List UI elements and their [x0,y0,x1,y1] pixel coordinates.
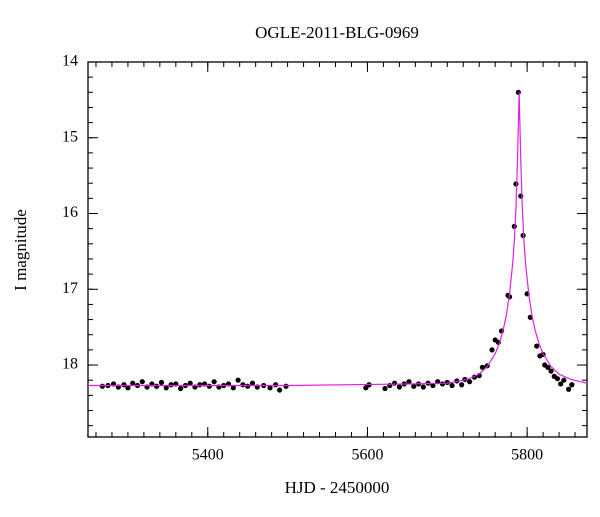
chart-title: OGLE-2011-BLG-0969 [255,23,419,42]
data-point [561,377,567,383]
model-curve [88,92,588,387]
y-tick-label: 18 [62,356,78,373]
data-point [406,379,412,385]
data-point [273,382,279,388]
y-tick-label: 17 [62,280,78,297]
data-point [382,385,388,392]
data-point [467,379,473,385]
data-point [515,89,521,95]
data-point [513,181,519,187]
data-point [489,347,495,353]
data-point [411,383,417,389]
data-point [545,364,551,370]
x-tick-label: 5600 [351,447,383,464]
data-point [277,387,283,393]
data-point [240,382,246,388]
x-axis-label: HJD - 2450000 [285,478,390,497]
y-tick-label: 16 [62,204,78,221]
x-tick-label: 5400 [192,447,224,464]
data-point [154,383,160,389]
data-point [249,380,256,386]
data-point [168,382,174,388]
data-point [396,384,402,390]
data-point [230,385,236,391]
data-point [548,368,554,374]
data-point [558,381,564,387]
data-point [420,384,426,390]
x-tick-label: 5800 [511,447,543,464]
data-point [245,383,251,389]
data-point [206,383,212,389]
data-point [430,382,436,389]
y-tick-label: 15 [62,128,78,145]
data-point [178,385,184,392]
data-point [235,377,241,383]
data-point [569,382,575,388]
data-point [439,381,446,387]
y-axis-label: I magnitude [11,209,30,291]
data-point [554,376,561,382]
data-point [99,383,105,389]
data-point [211,379,217,385]
data-point [391,380,398,386]
data-point [197,382,203,388]
data-point [163,385,169,391]
data-point [125,385,131,391]
data-point [139,379,145,385]
data-point [267,385,273,391]
data-point [130,380,136,386]
data-point [566,386,572,392]
data-point [187,380,193,386]
data-point [534,343,540,349]
data-point [449,382,455,389]
plot-frame [87,61,588,438]
y-tick-label: 14 [62,53,78,70]
data-point [283,383,289,389]
data-point [158,379,165,386]
data-point [511,223,517,229]
data-point [459,382,465,388]
data-point [479,364,486,370]
